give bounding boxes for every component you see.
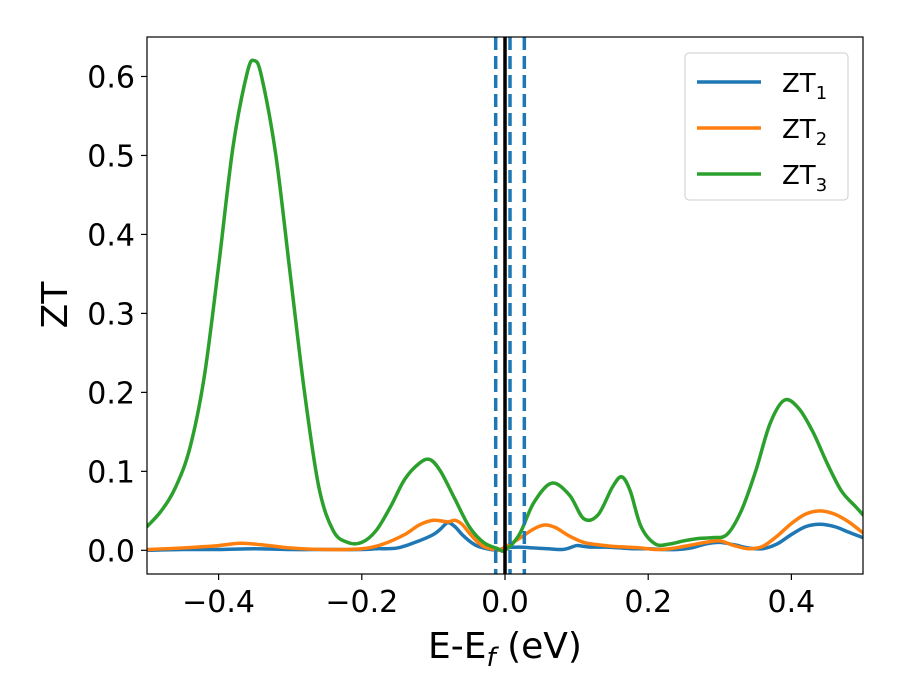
- legend-label-zt2: ZT2: [782, 115, 827, 150]
- x-axis-ticks: −0.4 −0.2 0.0 0.2 0.4: [182, 574, 815, 620]
- series-line-zt2: [147, 509, 863, 553]
- reference-lines: [493, 37, 527, 574]
- legend-label-zt3: ZT3: [782, 161, 827, 196]
- x-axis-label-units: (eV): [496, 626, 582, 667]
- x-axis-label-main: E-E: [428, 626, 486, 667]
- x-tick-label: 0.2: [624, 585, 672, 620]
- y-tick-label: 0.0: [87, 534, 135, 569]
- y-tick-label: 0.1: [87, 455, 135, 490]
- x-tick-label: 0.4: [768, 585, 816, 620]
- y-tick-label: 0.4: [87, 218, 135, 253]
- series-line-zt3: [147, 58, 863, 553]
- x-axis-label: E-Ef (eV): [428, 626, 582, 673]
- legend-box: [684, 52, 849, 201]
- legend-label-zt1: ZT1: [782, 69, 827, 104]
- y-axis-label: ZT: [35, 281, 76, 329]
- y-axis-ticks: 0.0 0.1 0.2 0.3 0.4 0.5 0.6: [87, 60, 147, 569]
- y-tick-label: 0.3: [87, 297, 135, 332]
- x-tick-label: 0.0: [481, 585, 529, 620]
- series-layer: [147, 58, 863, 553]
- y-tick-label: 0.2: [87, 376, 135, 411]
- x-tick-label: −0.4: [182, 585, 255, 620]
- y-tick-label: 0.6: [87, 60, 135, 95]
- legend: ZT1 ZT2 ZT3: [684, 52, 849, 201]
- x-tick-label: −0.2: [325, 585, 398, 620]
- legend-items: ZT1 ZT2 ZT3: [697, 69, 827, 196]
- y-tick-label: 0.5: [87, 139, 135, 174]
